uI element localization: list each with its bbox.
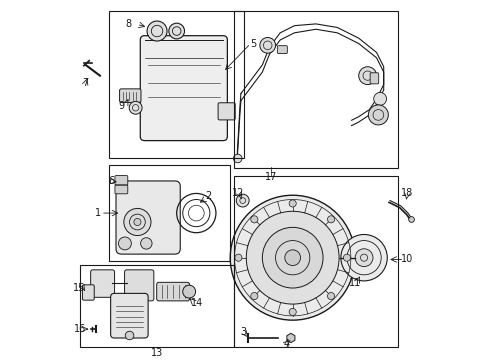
Circle shape [234, 254, 242, 261]
Text: 18: 18 [400, 188, 412, 198]
Circle shape [340, 234, 386, 281]
Circle shape [183, 285, 195, 298]
Circle shape [246, 211, 338, 304]
Circle shape [168, 23, 184, 39]
Circle shape [327, 292, 334, 300]
FancyBboxPatch shape [156, 282, 189, 301]
Circle shape [373, 93, 386, 105]
Text: 9: 9 [118, 101, 124, 111]
Text: 2: 2 [205, 191, 211, 201]
Text: 7: 7 [82, 78, 89, 88]
Circle shape [123, 208, 151, 235]
FancyBboxPatch shape [218, 103, 235, 120]
Text: 13: 13 [151, 348, 163, 358]
Circle shape [250, 292, 257, 300]
Circle shape [129, 102, 142, 114]
Text: 16: 16 [73, 324, 85, 334]
FancyBboxPatch shape [120, 89, 141, 103]
FancyBboxPatch shape [277, 46, 287, 54]
Circle shape [262, 228, 323, 288]
Bar [233, 176, 397, 347]
Text: 6: 6 [108, 176, 115, 186]
Text: 12: 12 [231, 188, 244, 198]
Circle shape [343, 254, 350, 261]
Text: 15: 15 [73, 283, 85, 293]
FancyBboxPatch shape [110, 293, 148, 338]
Bar [80, 265, 233, 347]
FancyBboxPatch shape [115, 185, 127, 194]
Circle shape [284, 250, 300, 266]
FancyBboxPatch shape [369, 73, 378, 84]
Circle shape [367, 105, 387, 125]
Circle shape [408, 217, 413, 222]
Circle shape [358, 67, 376, 85]
Circle shape [288, 200, 296, 207]
Circle shape [147, 21, 167, 41]
Text: 10: 10 [400, 255, 412, 265]
Circle shape [259, 37, 275, 53]
Bar [109, 12, 244, 158]
Circle shape [134, 219, 141, 226]
FancyBboxPatch shape [140, 36, 227, 141]
Circle shape [233, 154, 242, 163]
Circle shape [230, 195, 354, 320]
FancyBboxPatch shape [116, 181, 180, 254]
FancyBboxPatch shape [124, 270, 154, 301]
Text: 11: 11 [348, 278, 361, 288]
FancyBboxPatch shape [82, 285, 94, 300]
Text: 14: 14 [191, 298, 203, 308]
Text: 5: 5 [250, 39, 256, 49]
Text: 1: 1 [95, 208, 101, 218]
Text: 8: 8 [125, 19, 131, 29]
Bar [109, 165, 230, 261]
Circle shape [288, 309, 296, 315]
Text: 4: 4 [283, 339, 289, 349]
Circle shape [118, 237, 131, 250]
Circle shape [236, 194, 248, 207]
Circle shape [141, 238, 152, 249]
Circle shape [327, 216, 334, 223]
Circle shape [354, 249, 372, 267]
Text: 17: 17 [264, 172, 277, 183]
Circle shape [125, 331, 134, 340]
FancyBboxPatch shape [90, 270, 114, 297]
Text: 3: 3 [240, 327, 246, 337]
Bar [233, 12, 397, 168]
Circle shape [250, 216, 257, 223]
FancyBboxPatch shape [115, 176, 127, 185]
